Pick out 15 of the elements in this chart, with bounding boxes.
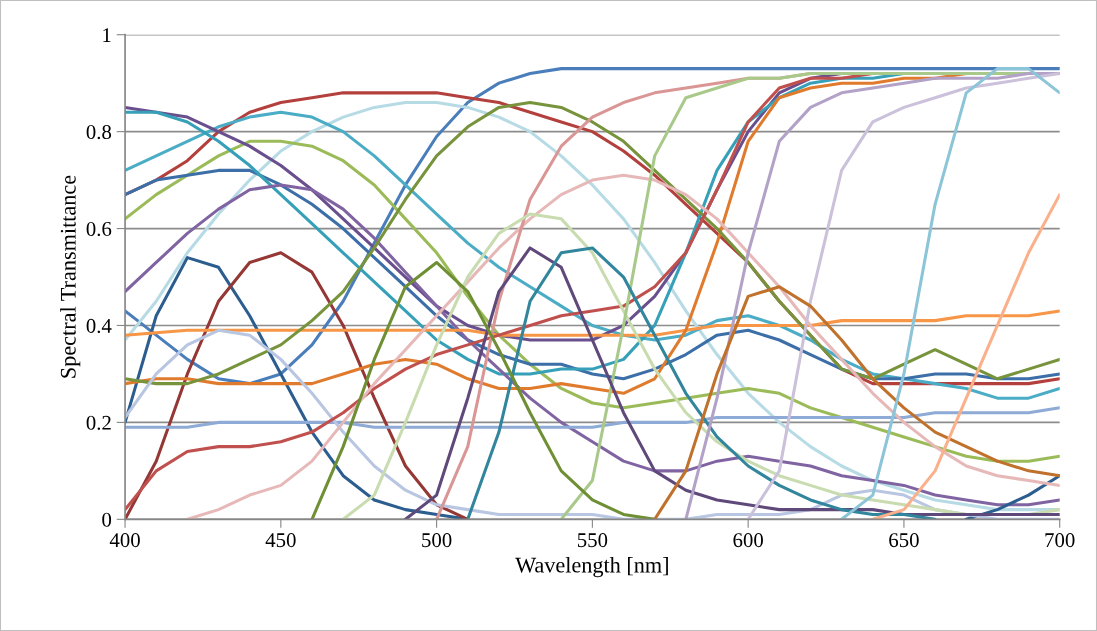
x-axis-title: Wavelength [nm] [515,556,668,578]
y-tick-label: 0.6 [86,221,112,237]
x-tick-label: 400 [109,533,140,548]
x-tick-label: 550 [577,533,608,548]
y-tick-label: 0.2 [86,415,111,430]
x-tick-label: 500 [422,533,452,548]
y-tick-label: 1 [103,28,111,42]
x-tick-label: 650 [889,533,919,548]
y-tick-label: 0.4 [86,318,112,333]
y-tick-label: 0.8 [86,125,112,140]
y-axis-title: Spectral Transmittance [60,175,81,378]
x-tick-label: 700 [1045,533,1075,548]
x-tick-label: 450 [265,533,296,548]
x-tick-label: 600 [733,533,763,548]
y-tick-label: 0 [102,512,112,527]
